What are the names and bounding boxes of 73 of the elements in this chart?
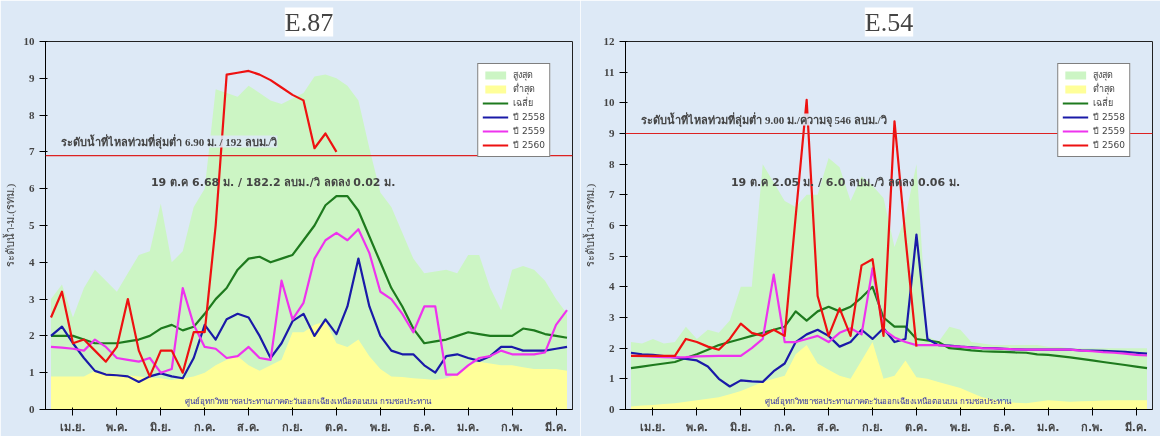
x-tick-label: พ.ย. <box>949 420 972 434</box>
line-series <box>49 257 569 383</box>
x-tick-label: ต.ค. <box>325 420 348 434</box>
x-tick-label: ก.ค. <box>773 420 796 434</box>
x-tick-label: ม.ค. <box>457 420 480 434</box>
ref-line-label: ระดับน้ำที่ไหลท่วมที่ลุ่มต่ำ 9.00 ม./ความจุ 546 ลบม./วิ <box>641 111 887 128</box>
y-tick-label: 4 <box>29 255 35 268</box>
legend-label: ปี 2560 <box>513 139 545 152</box>
x-tick-label: ก.พ. <box>500 420 524 434</box>
x-tick-label: มี.ค. <box>544 420 568 434</box>
line-series <box>629 285 1149 370</box>
legend-label: ปี 2558 <box>1093 111 1125 124</box>
annotation: ศูนย์อุทกวิทยาชลประทานภาคตะวันออกเฉียงเหนือตอนบน กรมชลประทาน <box>184 395 432 407</box>
legend-label: เฉลี่ย <box>1093 96 1114 110</box>
y-tick-label: 10 <box>603 96 615 109</box>
y-tick-label: 6 <box>609 219 615 231</box>
y-tick-label: 8 <box>29 108 35 121</box>
line-series <box>629 98 918 357</box>
y-tick-label: 4 <box>609 280 615 293</box>
x-tick-label: ก.พ. <box>1080 420 1104 434</box>
x-tick-label: ส.ค. <box>237 420 260 434</box>
line-series <box>49 194 569 345</box>
legend-label: ต่ำสุด <box>513 82 536 96</box>
y-tick-label: 9 <box>609 127 615 139</box>
legend-label: ปี 2560 <box>1093 139 1125 152</box>
y-axis-title: ระดับน้ำ-ม.(รทม.) <box>1 183 17 268</box>
annotation: ศูนย์อุทกวิทยาชลประทานภาคตะวันออกเฉียงเหนือตอนบน กรมชลประทาน <box>764 395 1012 407</box>
legend-label: สูงสุด <box>1093 69 1114 82</box>
y-tick-label: 10 <box>23 35 35 47</box>
y-tick-label: 6 <box>29 182 35 195</box>
legend-label: เฉลี่ย <box>513 96 534 110</box>
x-tick-label: ต.ค. <box>905 420 928 434</box>
chart-title: E.87 <box>284 7 334 37</box>
y-tick-label: 3 <box>609 311 615 323</box>
x-tick-label: ก.ค. <box>193 420 216 434</box>
y-tick-label: 12 <box>603 35 615 47</box>
y-tick-label: 9 <box>29 71 35 84</box>
y-tick-label: 7 <box>609 188 615 201</box>
x-tick-label: พ.ค. <box>685 420 709 434</box>
legend-label: ปี 2559 <box>513 125 545 138</box>
y-tick-label: 5 <box>29 219 35 231</box>
x-tick-label: พ.ค. <box>105 420 129 434</box>
line-series <box>49 228 569 376</box>
legend-label: สูงสุด <box>513 69 534 82</box>
x-tick-label: ก.ย. <box>281 420 304 434</box>
x-tick-label: ธ.ค. <box>993 420 1016 434</box>
legend-label: ปี 2558 <box>513 111 545 124</box>
y-tick-label: 7 <box>29 145 35 158</box>
x-tick-label: เม.ย. <box>60 420 86 434</box>
y-tick-label: 0 <box>29 403 35 415</box>
y-axis-title: ระดับน้ำ-ม.(รทม.) <box>581 183 597 268</box>
y-tick-label: 5 <box>609 249 615 262</box>
x-tick-label: มิ.ย. <box>150 420 172 434</box>
y-tick-label: 3 <box>29 292 35 305</box>
y-tick-label: 2 <box>609 341 615 354</box>
legend-label: ต่ำสุด <box>1093 82 1116 96</box>
legend-label: ปี 2559 <box>1093 125 1125 138</box>
y-tick-label: 11 <box>604 65 615 78</box>
y-tick-label: 1 <box>609 372 615 385</box>
x-tick-label: มิ.ย. <box>730 420 752 434</box>
chart-title: E.54 <box>864 7 914 37</box>
x-tick-label: เม.ย. <box>640 420 666 434</box>
x-tick-label: ก.ย. <box>861 420 884 434</box>
x-tick-label: ม.ค. <box>1037 420 1060 434</box>
y-tick-label: 0 <box>609 403 615 415</box>
x-tick-label: มี.ค. <box>1124 420 1148 434</box>
y-tick-label: 2 <box>29 329 35 342</box>
x-tick-label: ธ.ค. <box>413 420 436 434</box>
x-tick-label: พ.ย. <box>369 420 392 434</box>
ref-line-label: ระดับน้ำที่ไหลท่วมที่ลุ่มต่ำ 6.90 ม. / 192 ลบม./วิ <box>61 133 278 150</box>
x-tick-label: ส.ค. <box>817 420 840 434</box>
y-tick-label: 1 <box>29 366 35 379</box>
y-tick-label: 8 <box>609 157 615 170</box>
